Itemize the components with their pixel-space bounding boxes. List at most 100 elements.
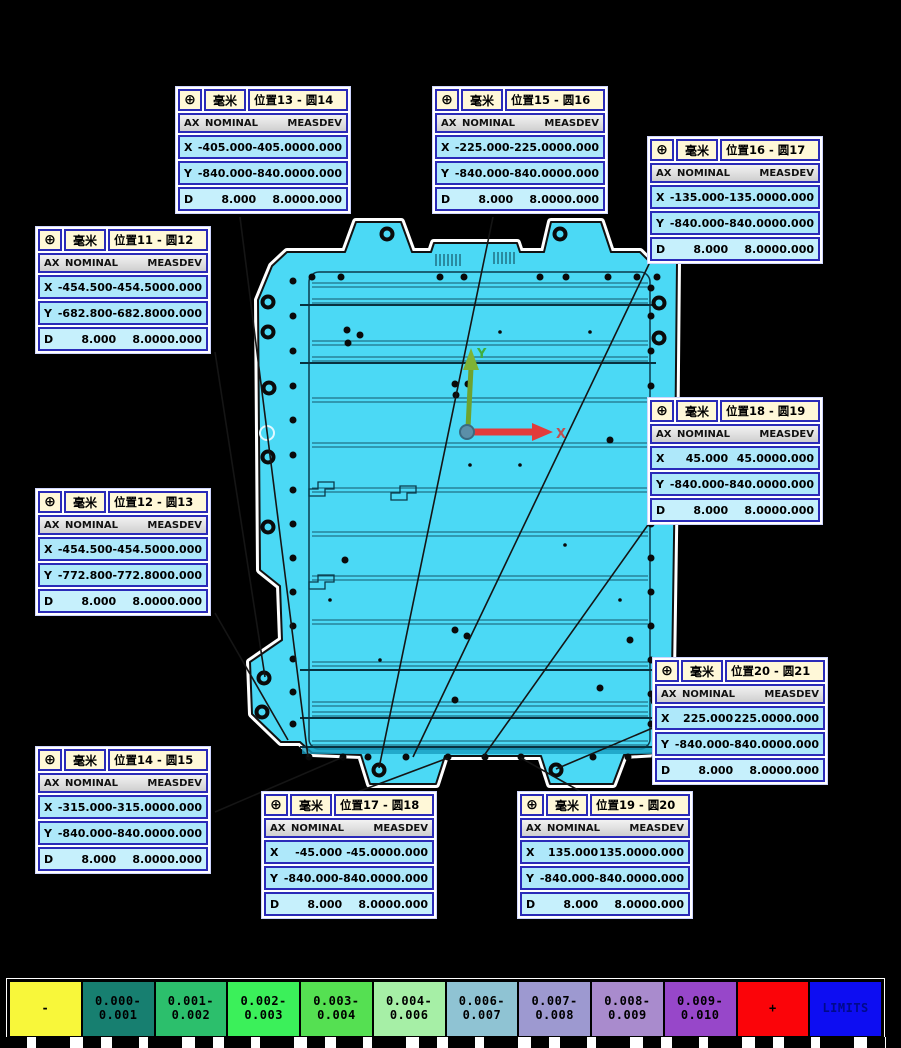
legend-cell: 0.001- 0.002 — [155, 982, 227, 1036]
measurement-row: D 8.000 8.000 0.000 — [520, 892, 690, 916]
position-symbol-icon: ⊕ — [38, 229, 62, 251]
measurement-callout[interactable]: ⊕ 毫米 位置20 - 圆21 AX NOMINAL MEAS DEV X 22… — [653, 658, 827, 784]
column-header-row: AX NOMINAL MEAS DEV — [435, 113, 605, 133]
part-silhouette — [249, 221, 678, 785]
measurement-row: D 8.000 8.000 0.000 — [38, 327, 208, 351]
bracket-features — [308, 481, 417, 590]
col-ax: AX — [44, 519, 60, 531]
legend-cell: 0.009- 0.010 — [664, 982, 736, 1036]
callout-title: 位置15 - 圆16 — [505, 89, 605, 111]
col-ax: AX — [656, 428, 672, 440]
legend-cell: 0.006- 0.007 — [446, 982, 518, 1036]
col-dev: DEV — [179, 257, 202, 269]
position-symbol-icon: ⊕ — [38, 491, 62, 513]
col-dev: DEV — [791, 428, 814, 440]
legend-cell: 0.004- 0.006 — [373, 982, 445, 1036]
col-meas: MEAS — [759, 167, 792, 179]
measurement-row: X 135.000 135.000 0.000 — [520, 840, 690, 864]
callout-header-row: ⊕ 毫米 位置15 - 圆16 — [435, 89, 605, 111]
measurement-callout[interactable]: ⊕ 毫米 位置18 - 圆19 AX NOMINAL MEAS DEV X 45… — [648, 398, 822, 524]
col-ax: AX — [661, 688, 677, 700]
measurement-row: Y -682.800 -682.800 0.000 — [38, 301, 208, 325]
column-header-row: AX NOMINAL MEAS DEV — [650, 163, 820, 183]
measurement-row: X -454.500 -454.500 0.000 — [38, 275, 208, 299]
measurement-row: D 8.000 8.000 0.000 — [650, 498, 820, 522]
col-meas: MEAS — [147, 519, 180, 531]
col-nominal: NOMINAL — [65, 257, 119, 269]
column-header-row: AX NOMINAL MEAS DEV — [520, 818, 690, 838]
top-notch-hatch — [435, 252, 515, 266]
col-nominal: NOMINAL — [65, 777, 119, 789]
callout-header-row: ⊕ 毫米 位置18 - 圆19 — [650, 400, 820, 422]
part-body — [246, 218, 681, 788]
col-dev: DEV — [661, 822, 684, 834]
measurement-row: X -315.000 -315.000 0.000 — [38, 795, 208, 819]
column-header-row: AX NOMINAL MEAS DEV — [38, 773, 208, 793]
col-meas: MEAS — [764, 688, 797, 700]
callout-header-row: ⊕ 毫米 位置13 - 圆14 — [178, 89, 348, 111]
col-ax: AX — [656, 167, 672, 179]
y-axis-label: Y — [476, 347, 487, 362]
leader-lines — [214, 216, 656, 813]
measurement-callout[interactable]: ⊕ 毫米 位置17 - 圆18 AX NOMINAL MEAS DEV X -4… — [262, 792, 436, 918]
measurement-row: D 8.000 8.000 0.000 — [178, 187, 348, 211]
measurement-row: X -405.000 -405.000 0.000 — [178, 135, 348, 159]
measurement-row: Y -772.800 -772.800 0.000 — [38, 563, 208, 587]
legend-cell: 0.002- 0.003 — [228, 982, 299, 1036]
col-meas: MEAS — [147, 777, 180, 789]
measurement-callout[interactable]: ⊕ 毫米 位置15 - 圆16 AX NOMINAL MEAS DEV X -2… — [433, 87, 607, 213]
measurement-row: D 8.000 8.000 0.000 — [655, 758, 825, 782]
position-symbol-icon: ⊕ — [650, 139, 674, 161]
measurement-row: X -135.000 -135.000 0.000 — [650, 185, 820, 209]
bottom-edge-band — [302, 748, 668, 754]
col-nominal: NOMINAL — [462, 117, 516, 129]
x-axis-label: X — [556, 427, 566, 442]
col-ax: AX — [44, 257, 60, 269]
col-ax: AX — [270, 822, 286, 834]
col-nominal: NOMINAL — [547, 822, 601, 834]
col-nominal: NOMINAL — [65, 519, 119, 531]
legend-cell: + — [737, 982, 809, 1036]
axis-triad: Y X — [459, 347, 566, 442]
col-nominal: NOMINAL — [677, 428, 731, 440]
position-symbol-icon: ⊕ — [264, 794, 288, 816]
measurement-row: X 225.000 225.000 0.000 — [655, 706, 825, 730]
measurement-row: X -45.000 -45.000 0.000 — [264, 840, 434, 864]
legend-cell: - — [10, 982, 81, 1036]
col-dev: DEV — [405, 822, 428, 834]
measurement-row: Y -840.000 -840.000 0.000 — [520, 866, 690, 890]
position-symbol-icon: ⊕ — [38, 749, 62, 771]
measurement-callout[interactable]: ⊕ 毫米 位置11 - 圆12 AX NOMINAL MEAS DEV X -4… — [36, 227, 210, 353]
position-symbol-icon: ⊕ — [435, 89, 459, 111]
measurement-callout[interactable]: ⊕ 毫米 位置13 - 圆14 AX NOMINAL MEAS DEV X -4… — [176, 87, 350, 213]
callout-title: 位置12 - 圆13 — [108, 491, 208, 513]
measurement-row: X 45.000 45.000 0.000 — [650, 446, 820, 470]
col-meas: MEAS — [147, 257, 180, 269]
col-meas: MEAS — [629, 822, 662, 834]
unit-label: 毫米 — [64, 229, 106, 251]
col-dev: DEV — [791, 167, 814, 179]
measurement-callout[interactable]: ⊕ 毫米 位置14 - 圆15 AX NOMINAL MEAS DEV X -3… — [36, 747, 210, 873]
callout-title: 位置17 - 圆18 — [334, 794, 434, 816]
col-meas: MEAS — [373, 822, 406, 834]
measurement-row: D 8.000 8.000 0.000 — [264, 892, 434, 916]
col-ax: AX — [526, 822, 542, 834]
col-ax: AX — [184, 117, 200, 129]
measurement-callout[interactable]: ⊕ 毫米 位置12 - 圆13 AX NOMINAL MEAS DEV X -4… — [36, 489, 210, 615]
measurement-callout[interactable]: ⊕ 毫米 位置16 - 圆17 AX NOMINAL MEAS DEV X -1… — [648, 137, 822, 263]
col-nominal: NOMINAL — [677, 167, 731, 179]
col-nominal: NOMINAL — [291, 822, 345, 834]
col-meas: MEAS — [544, 117, 577, 129]
measurement-callout[interactable]: ⊕ 毫米 位置19 - 圆20 AX NOMINAL MEAS DEV X 13… — [518, 792, 692, 918]
measurement-row: D 8.000 8.000 0.000 — [435, 187, 605, 211]
column-header-row: AX NOMINAL MEAS DEV — [38, 515, 208, 535]
col-nominal: NOMINAL — [682, 688, 736, 700]
unit-label: 毫米 — [676, 139, 718, 161]
position-symbol-icon: ⊕ — [655, 660, 679, 682]
legend-cell: LIMITS — [810, 982, 881, 1036]
position-symbol-icon: ⊕ — [650, 400, 674, 422]
callout-title: 位置13 - 圆14 — [248, 89, 348, 111]
callout-header-row: ⊕ 毫米 位置19 - 圆20 — [520, 794, 690, 816]
unit-label: 毫米 — [676, 400, 718, 422]
